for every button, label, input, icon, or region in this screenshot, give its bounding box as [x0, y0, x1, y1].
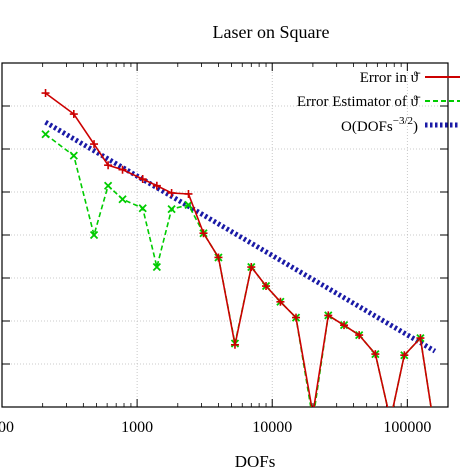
error-point: [247, 263, 256, 272]
series-order: [44, 120, 437, 354]
grid: [1, 63, 448, 407]
legend-label-estimator: Error Estimator of ϑ̄: [297, 94, 421, 110]
error-point: [104, 161, 113, 170]
error-point: [118, 165, 127, 174]
x-tick-label: 100: [0, 419, 14, 436]
x-tick-labels: 100 1000 10000 100000: [0, 419, 431, 436]
error-point: [41, 89, 50, 98]
x-tick-label: 100000: [383, 419, 431, 436]
legend-label-order: O(DOFs−3/2): [341, 115, 418, 135]
series-estimator-line: [45, 133, 432, 407]
error-point: [400, 351, 409, 360]
error-point: [276, 297, 285, 306]
error-point: [90, 140, 99, 149]
series-estimator: [41, 130, 432, 423]
error-point: [324, 311, 333, 320]
error-point: [167, 188, 176, 197]
estimator-point: [152, 262, 161, 272]
axis-ticks: [1, 63, 449, 407]
estimator-point: [167, 204, 176, 214]
error-point: [371, 350, 380, 359]
estimator-point: [118, 195, 127, 204]
legend-order-exp: −3/2: [393, 115, 413, 127]
error-point: [199, 229, 208, 238]
error-point: [214, 253, 223, 262]
series-error-line: [45, 92, 432, 407]
estimator-point: [184, 200, 193, 210]
error-point: [69, 110, 78, 119]
error-point: [230, 340, 239, 349]
error-point: [292, 313, 301, 322]
error-point: [309, 410, 317, 418]
estimator-point: [138, 204, 147, 213]
error-point: [184, 189, 193, 198]
error-point: [138, 175, 147, 184]
x-axis-label: DOFs: [235, 452, 276, 471]
legend-label-error: Error in ϑ̄: [360, 70, 421, 86]
series-order-line: [44, 120, 437, 354]
series-error: [41, 89, 432, 418]
error-point: [355, 331, 364, 340]
error-point: [152, 181, 161, 190]
x-tick-label: 10000: [252, 419, 292, 436]
chart-title: Laser on Square: [213, 22, 330, 42]
error-point: [416, 334, 425, 343]
x-tick-label: 1000: [121, 419, 153, 436]
legend: Error in ϑ̄ Error Estimator of ϑ̄ O(DOFs…: [297, 70, 460, 135]
series-layer: [41, 89, 437, 423]
legend-order-main: O(DOFs: [341, 119, 393, 135]
estimator-point: [103, 181, 113, 190]
error-point: [262, 282, 271, 291]
estimator-point: [309, 416, 316, 423]
estimator-point: [41, 130, 50, 139]
legend-order-close: ): [413, 119, 418, 135]
estimator-point: [89, 230, 99, 240]
estimator-point: [69, 151, 78, 160]
error-point: [340, 321, 349, 330]
